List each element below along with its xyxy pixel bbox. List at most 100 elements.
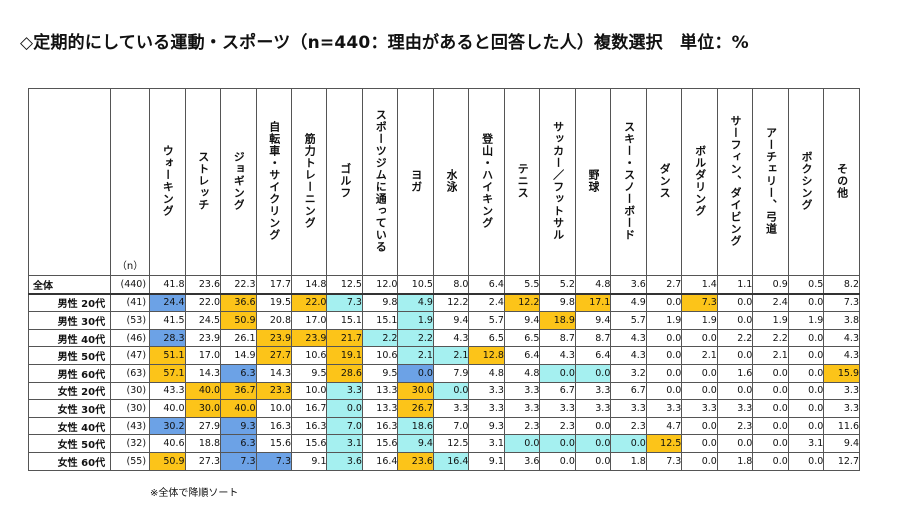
data-cell: 26.1 bbox=[220, 328, 257, 348]
column-header-label: ジョギング bbox=[232, 151, 245, 211]
column-header-label: 水泳 bbox=[445, 169, 458, 193]
data-cell: 3.3 bbox=[468, 399, 505, 418]
data-cell: 17.0 bbox=[184, 346, 222, 365]
data-cell: 8.2 bbox=[823, 274, 860, 295]
data-cell: 10.6 bbox=[290, 346, 328, 365]
row-sample-size: (440) bbox=[110, 274, 151, 295]
data-cell: 2.2 bbox=[716, 328, 754, 348]
data-cell: 1.9 bbox=[645, 311, 683, 330]
data-cell: 57.1 bbox=[149, 363, 186, 383]
data-cell: 36.7 bbox=[220, 381, 257, 401]
row-sample-size: (30) bbox=[110, 381, 151, 401]
data-cell: 0.0 bbox=[681, 434, 718, 453]
row-label: 男性 20代 bbox=[27, 293, 112, 313]
data-cell: 1.9 bbox=[752, 311, 789, 330]
heatmap-table-wrap: （n） ウォーキング ストレッチ ジョギング 自転車・サイクリング 筋力トレーニング ゴル… bbox=[27, 88, 860, 471]
data-cell: 0.0 bbox=[752, 363, 789, 383]
data-cell: 7.0 bbox=[432, 416, 470, 436]
data-cell: 3.3 bbox=[503, 399, 541, 418]
data-cell: 22.3 bbox=[220, 274, 257, 295]
row-label: 女性 20代 bbox=[27, 381, 112, 401]
column-header-label: サッカー／フットサル bbox=[551, 121, 564, 241]
column-header-label: ヨガ bbox=[409, 169, 422, 193]
data-cell: 1.9 bbox=[681, 311, 718, 330]
data-cell: 2.1 bbox=[432, 346, 470, 365]
data-cell: 30.2 bbox=[149, 416, 186, 436]
data-cell: 5.7 bbox=[610, 311, 647, 330]
data-cell: 2.1 bbox=[397, 346, 434, 365]
table-row: 男性 20代 (41) 24.4 22.0 36.6 19.5 22.0 7.3 9.8 4.9 1… bbox=[27, 293, 860, 313]
column-header-label: 野球 bbox=[587, 169, 600, 193]
data-cell: 23.9 bbox=[255, 328, 293, 348]
data-cell: 10.0 bbox=[290, 381, 328, 401]
data-cell: 0.0 bbox=[574, 434, 612, 453]
data-cell: 6.3 bbox=[220, 434, 257, 453]
data-cell: 27.9 bbox=[184, 416, 222, 436]
row-label: 男性 30代 bbox=[27, 311, 112, 330]
data-cell: 3.3 bbox=[432, 399, 470, 418]
data-cell: 24.4 bbox=[149, 293, 186, 313]
data-cell: 4.3 bbox=[823, 328, 860, 348]
table-row: 女性 60代 (55) 50.9 27.3 7.3 7.3 9.1 3.6 16.4 23.6 16… bbox=[27, 451, 860, 471]
data-cell: 9.3 bbox=[468, 416, 505, 436]
data-cell: 0.0 bbox=[787, 363, 825, 383]
data-cell: 9.4 bbox=[574, 311, 612, 330]
data-cell: 16.7 bbox=[290, 399, 328, 418]
data-cell: 18.8 bbox=[184, 434, 222, 453]
row-sample-size: (47) bbox=[110, 346, 151, 365]
column-header: ストレッチ bbox=[184, 88, 222, 276]
row-label: 男性 60代 bbox=[27, 363, 112, 383]
header-corner bbox=[27, 88, 112, 276]
data-cell: 0.0 bbox=[432, 381, 470, 401]
data-cell: 0.0 bbox=[716, 346, 754, 365]
data-cell: 5.5 bbox=[503, 274, 541, 295]
data-cell: 6.4 bbox=[468, 274, 505, 295]
data-cell: 7.3 bbox=[681, 293, 718, 313]
data-cell: 23.9 bbox=[184, 328, 222, 348]
data-cell: 4.9 bbox=[397, 293, 434, 313]
data-cell: 40.0 bbox=[220, 399, 257, 418]
data-cell: 5.2 bbox=[539, 274, 576, 295]
data-cell: 51.1 bbox=[149, 346, 186, 365]
data-cell: 0.0 bbox=[681, 381, 718, 401]
column-header: ヨガ bbox=[397, 88, 434, 276]
row-label: 女性 40代 bbox=[27, 416, 112, 436]
data-cell: 27.7 bbox=[255, 346, 293, 365]
row-sample-size: (43) bbox=[110, 416, 151, 436]
data-cell: 23.3 bbox=[255, 381, 293, 401]
data-cell: 6.3 bbox=[220, 363, 257, 383]
header-n: （n） bbox=[110, 88, 151, 276]
column-header: 登山・ハイキング bbox=[468, 88, 505, 276]
data-cell: 14.8 bbox=[290, 274, 328, 295]
data-cell: 50.9 bbox=[220, 311, 257, 330]
data-cell: 14.9 bbox=[220, 346, 257, 365]
data-cell: 15.6 bbox=[361, 434, 399, 453]
data-cell: 23.6 bbox=[397, 451, 434, 471]
data-cell: 8.7 bbox=[574, 328, 612, 348]
data-cell: 6.4 bbox=[503, 346, 541, 365]
data-cell: 10.6 bbox=[361, 346, 399, 365]
row-sample-size: (53) bbox=[110, 311, 151, 330]
data-cell: 23.6 bbox=[184, 274, 222, 295]
data-cell: 9.4 bbox=[397, 434, 434, 453]
column-header: ゴルフ bbox=[326, 88, 363, 276]
data-cell: 0.0 bbox=[610, 434, 647, 453]
row-label: 全体 bbox=[27, 274, 112, 295]
data-cell: 20.8 bbox=[255, 311, 293, 330]
data-cell: 3.3 bbox=[645, 399, 683, 418]
data-cell: 40.0 bbox=[184, 381, 222, 401]
data-cell: 2.2 bbox=[752, 328, 789, 348]
data-cell: 0.0 bbox=[397, 363, 434, 383]
data-cell: 9.8 bbox=[361, 293, 399, 313]
data-cell: 0.0 bbox=[716, 381, 754, 401]
data-cell: 17.0 bbox=[290, 311, 328, 330]
data-cell: 13.3 bbox=[361, 381, 399, 401]
data-cell: 28.3 bbox=[149, 328, 186, 348]
row-label: 女性 30代 bbox=[27, 399, 112, 418]
table-row: 男性 50代 (47) 51.1 17.0 14.9 27.7 10.6 19.1 10.6 2.… bbox=[27, 346, 860, 365]
column-header-label: その他 bbox=[835, 163, 848, 199]
data-cell: 2.3 bbox=[716, 416, 754, 436]
data-cell: 2.1 bbox=[681, 346, 718, 365]
data-cell: 7.3 bbox=[823, 293, 860, 313]
data-cell: 22.0 bbox=[290, 293, 328, 313]
